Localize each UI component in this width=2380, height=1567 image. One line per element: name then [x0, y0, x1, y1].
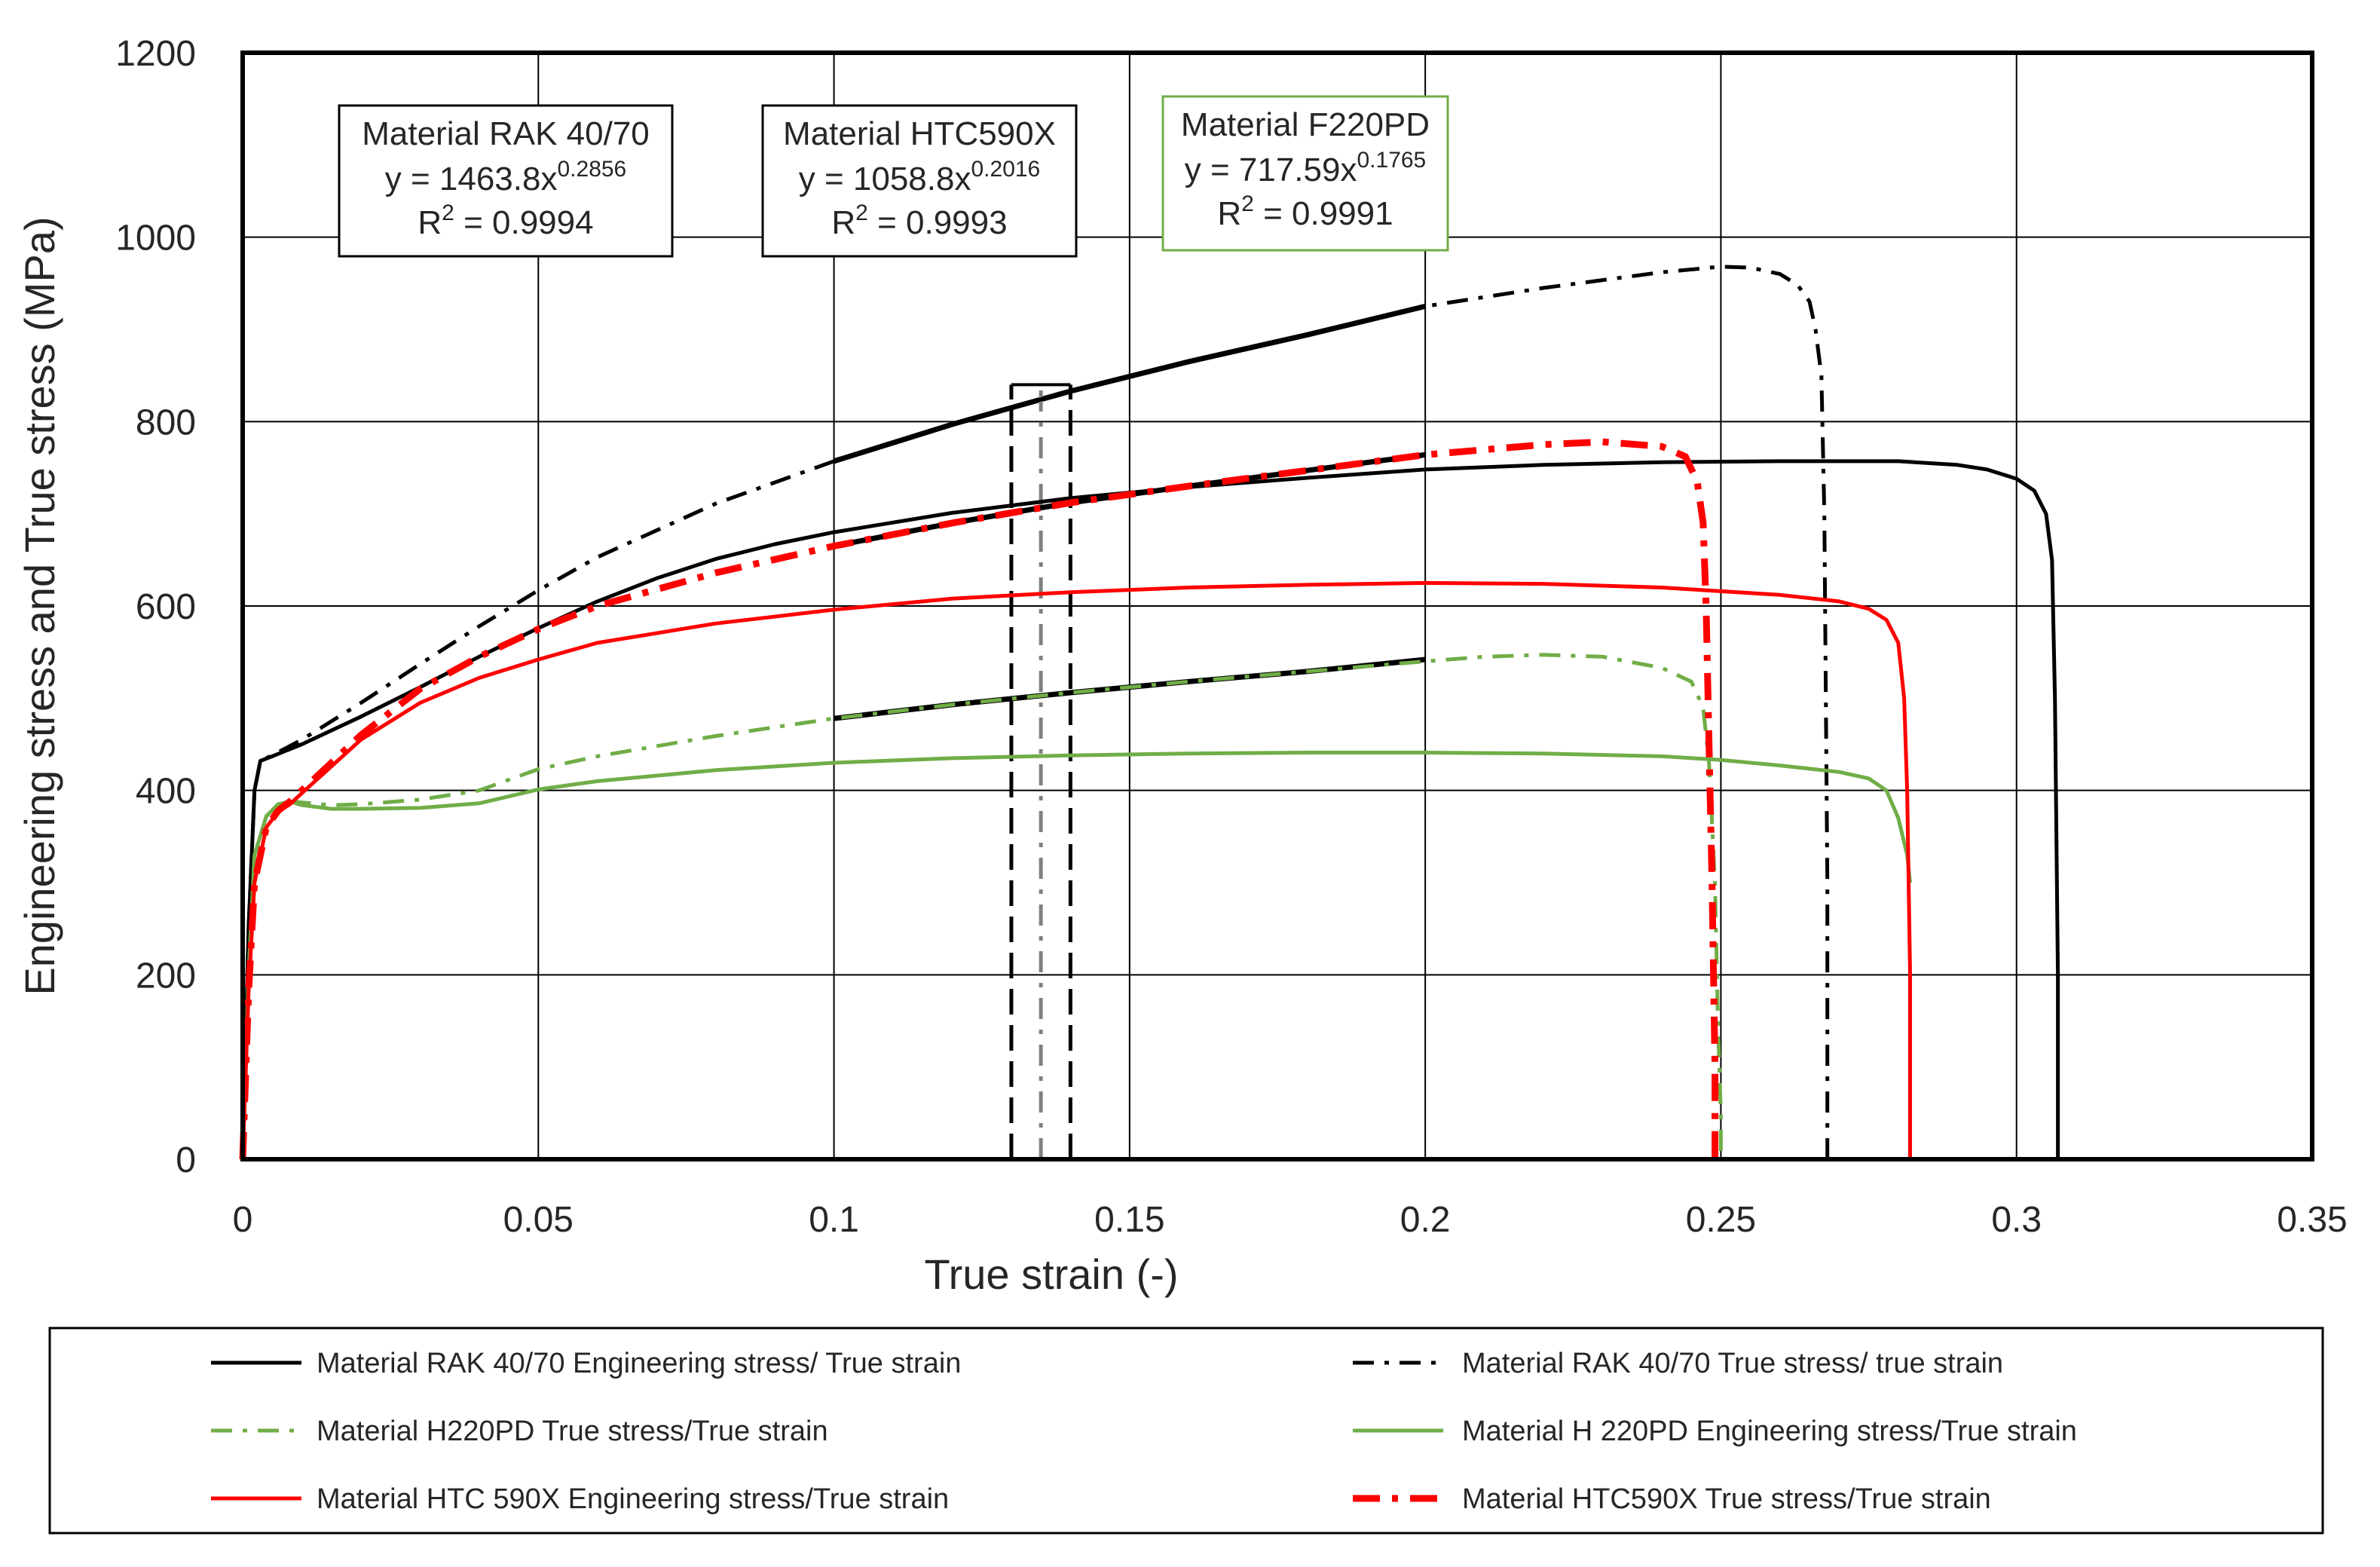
x-tick-label: 0.15	[1094, 1200, 1164, 1240]
plot-area-border	[240, 50, 2314, 1161]
x-tick-label: 0.35	[2277, 1200, 2347, 1240]
y-axis-ticks: 0 200 400 600 800 1000 1200	[115, 34, 196, 1180]
x-tick-label: 0	[233, 1200, 253, 1240]
annotation-r2: R2 = 0.9994	[418, 200, 593, 241]
x-tick-label: 0.2	[1400, 1200, 1451, 1240]
legend-label: Material RAK 40/70 True stress/ true str…	[1462, 1348, 2003, 1379]
annotation-equation: y = 717.59x0.1765	[1185, 148, 1427, 188]
legend-label: Material H 220PD Engineering stress/True…	[1462, 1416, 2077, 1447]
annotation-box	[1161, 95, 1449, 252]
legend: Material RAK 40/70 Engineering stress/ T…	[211, 1348, 2077, 1515]
annotation-r2: R2 = 0.9993	[831, 200, 1007, 241]
legend-box	[48, 1327, 2324, 1535]
y-tick-label: 800	[136, 402, 196, 442]
y-tick-label: 0	[176, 1140, 196, 1180]
y-tick-label: 600	[136, 587, 196, 627]
series-line-1	[240, 459, 2060, 1160]
series-line-6	[239, 438, 1719, 1160]
legend-label: Material RAK 40/70 Engineering stress/ T…	[317, 1348, 961, 1379]
y-tick-label: 1200	[115, 34, 196, 74]
legend-label: Material HTC590X True stress/True strain	[1462, 1483, 1991, 1515]
series-line-2	[240, 265, 1830, 1160]
annotation-title: Material F220PD	[1181, 106, 1430, 143]
annotation-title: Material RAK 40/70	[362, 115, 650, 152]
x-axis-ticks: 0 0.05 0.1 0.15 0.2 0.25 0.3 0.35	[233, 1200, 2348, 1240]
annotation-title: Material HTC590X	[783, 115, 1056, 152]
data-series	[239, 265, 2060, 1160]
annotation-box	[338, 104, 674, 258]
x-axis-title: True strain (-)	[924, 1250, 1178, 1298]
legend-label: Material H220PD True stress/True strain	[317, 1416, 828, 1447]
x-tick-label: 0.05	[503, 1200, 574, 1240]
annotation-box	[761, 104, 1078, 258]
x-tick-label: 0.3	[1991, 1200, 2042, 1240]
x-tick-label: 0.1	[809, 1200, 859, 1240]
y-axis-title: Engineering stress and True stress (MPa)	[16, 216, 63, 995]
x-tick-label: 0.25	[1686, 1200, 1756, 1240]
y-tick-label: 400	[136, 772, 196, 812]
y-tick-label: 1000	[115, 219, 196, 259]
strain-window-markers	[1009, 383, 1072, 1159]
legend-label: Material HTC 590X Engineering stress/Tru…	[317, 1483, 949, 1515]
annotation-equation: y = 1463.8x0.2856	[385, 157, 627, 197]
annotation-equation: y = 1058.8x0.2016	[799, 157, 1041, 197]
y-tick-label: 200	[136, 956, 196, 996]
annotation-r2: R2 = 0.9991	[1217, 191, 1393, 232]
